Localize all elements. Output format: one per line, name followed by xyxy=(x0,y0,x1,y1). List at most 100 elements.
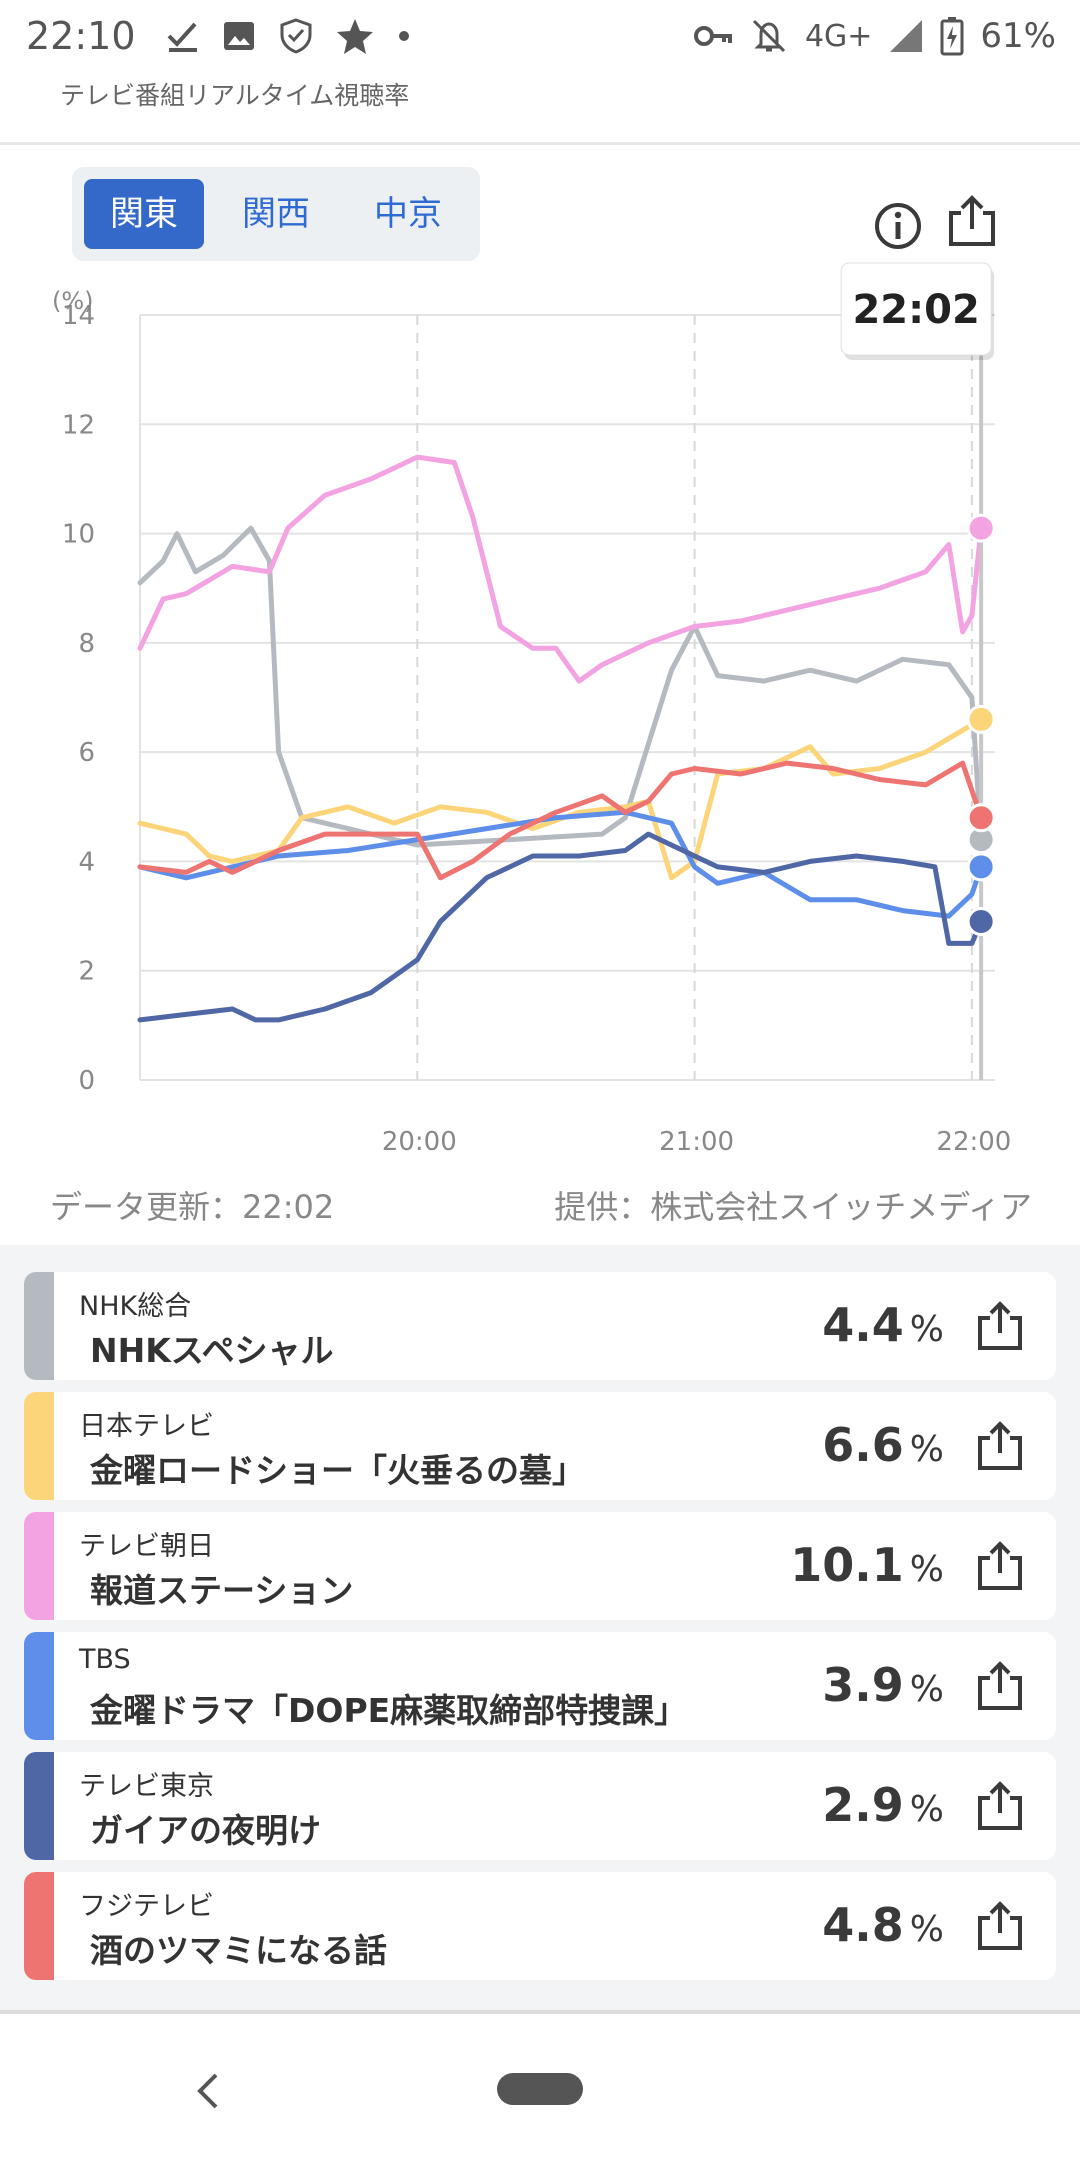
vpn-key-icon xyxy=(693,26,732,46)
rating-value: 3.9% xyxy=(822,1658,944,1712)
tooltip-box xyxy=(840,262,992,356)
y-tick-label: 14 xyxy=(62,301,95,331)
program-title: NHKスペシャル xyxy=(90,1331,334,1370)
share-icon[interactable] xyxy=(974,1780,1026,1832)
series-line xyxy=(137,454,984,684)
rating-value: 4.4% xyxy=(822,1298,944,1352)
y-tick-label: 6 xyxy=(78,738,95,768)
rating-unit: % xyxy=(909,1549,944,1590)
download-done-icon xyxy=(167,22,197,52)
series-line xyxy=(137,809,984,919)
rating-value: 2.9% xyxy=(822,1778,944,1832)
status-time: 22:10 xyxy=(26,14,136,58)
rating-number: 4.4 xyxy=(822,1298,904,1352)
ratings-line-chart[interactable]: 14 12 10 8 6 4 2 0 (%) 20:00 21:00 22:00 22:02 xyxy=(0,145,1080,1165)
status-bar: 22:10 4G+ 61% xyxy=(0,0,1080,72)
silent-bell-icon xyxy=(752,19,785,53)
series-line xyxy=(137,525,984,848)
x-tick-label: 21:00 xyxy=(659,1127,734,1157)
series-endpoint xyxy=(966,852,996,882)
share-icon[interactable] xyxy=(974,1660,1026,1712)
channel-color-bar xyxy=(24,1392,54,1500)
y-tick-label: 4 xyxy=(78,847,95,877)
shield-check-icon xyxy=(280,18,312,54)
channel-name: 日本テレビ xyxy=(79,1411,214,1442)
program-card[interactable]: テレビ東京 ガイアの夜明け 2.9% xyxy=(24,1752,1056,1860)
program-title: 金曜ドラマ「DOPE麻薬取締部特捜課」 xyxy=(90,1691,688,1730)
channel-name: テレビ東京 xyxy=(79,1771,214,1802)
program-card[interactable]: テレビ朝日報道ステーション 10.1% xyxy=(24,1512,1056,1620)
region-tab-kanto[interactable]: 関東 xyxy=(84,179,204,249)
x-tick-label: 22:00 xyxy=(936,1127,1011,1157)
data-source-label: 提供：株式会社スイッチメディア xyxy=(554,1188,1032,1226)
rating-number: 10.1 xyxy=(790,1538,904,1592)
more-dot-icon xyxy=(399,31,409,41)
rating-unit: % xyxy=(909,1309,944,1350)
y-axis-unit: (%) xyxy=(52,287,94,315)
app-header: テレビ番組リアルタイム視聴率 xyxy=(0,72,1080,145)
rating-number: 4.8 xyxy=(822,1898,904,1952)
program-card[interactable]: フジテレビ 酒のツマミになる話 4.8% xyxy=(24,1872,1056,1980)
program-card[interactable]: NHK総合 NHKスペシャル 4.4% xyxy=(24,1272,1056,1380)
home-pill[interactable] xyxy=(497,2073,583,2105)
rating-unit: % xyxy=(909,1669,944,1710)
channel-color-bar xyxy=(24,1752,54,1860)
tooltip-time: 22:02 xyxy=(852,287,979,333)
series-endpoint xyxy=(966,907,996,937)
x-tick-label: 20:00 xyxy=(382,1127,457,1157)
rating-value: 4.8% xyxy=(822,1898,944,1952)
back-icon[interactable] xyxy=(190,2069,226,2113)
channel-color-bar xyxy=(24,1272,54,1380)
star-icon xyxy=(337,19,373,54)
y-tick-label: 0 xyxy=(78,1066,95,1096)
info-icon[interactable] xyxy=(872,200,924,252)
share-icon[interactable] xyxy=(944,193,1000,249)
series-endpoint xyxy=(966,513,996,543)
program-card[interactable]: TBS 金曜ドラマ「DOPE麻薬取締部特捜課」 3.9% xyxy=(24,1632,1056,1740)
status-right: 4G+ 61% xyxy=(693,12,1056,60)
series-line xyxy=(137,831,984,1023)
y-tick-label: 10 xyxy=(62,520,95,550)
share-icon[interactable] xyxy=(974,1900,1026,1952)
share-icon[interactable] xyxy=(974,1540,1026,1592)
program-card[interactable]: 日本テレビ金曜ロードショー「火垂るの墓」 6.6% xyxy=(24,1392,1056,1500)
region-tab-kansai[interactable]: 関西 xyxy=(242,194,310,234)
region-tab-chukyo[interactable]: 中京 xyxy=(374,194,442,234)
navigation-bar xyxy=(0,2010,1080,2164)
rating-unit: % xyxy=(909,1789,944,1830)
series-endpoint xyxy=(966,803,996,833)
notification-icons xyxy=(165,12,413,60)
app-title: テレビ番組リアルタイム視聴率 xyxy=(60,81,410,110)
chart-panel: 関東 関西 中京 14 12 10 8 6 4 2 0 (%) 20:00 21:00 22:00 22… xyxy=(0,145,1080,1245)
y-tick-label: 12 xyxy=(62,410,95,440)
rating-unit: % xyxy=(909,1429,944,1470)
rating-unit: % xyxy=(909,1909,944,1950)
channel-color-bar xyxy=(24,1632,54,1740)
channel-name: テレビ朝日 xyxy=(79,1531,214,1562)
program-list: NHK総合 NHKスペシャル 4.4% 日本テレビ金曜ロードショー「火垂るの墓」 6.6… xyxy=(0,1250,1080,2005)
region-selector: 関東 関西 中京 xyxy=(72,167,480,261)
share-icon[interactable] xyxy=(974,1420,1026,1472)
channel-name: NHK総合 xyxy=(79,1291,192,1322)
program-title: 酒のツマミになる話 xyxy=(90,1931,387,1970)
data-updated-label: データ更新：22:02 xyxy=(50,1188,335,1226)
share-icon[interactable] xyxy=(974,1300,1026,1352)
program-title: 報道ステーション xyxy=(90,1571,354,1610)
rating-number: 2.9 xyxy=(822,1778,904,1832)
battery-charging-icon xyxy=(940,17,964,56)
y-tick-label: 2 xyxy=(78,957,95,987)
network-type: 4G+ xyxy=(804,18,873,54)
channel-color-bar xyxy=(24,1872,54,1980)
channel-name: TBS xyxy=(79,1644,131,1675)
rating-value: 10.1% xyxy=(790,1538,944,1592)
series-endpoint xyxy=(966,704,996,734)
program-title: 金曜ロードショー「火垂るの墓」 xyxy=(90,1451,585,1490)
rating-value: 6.6% xyxy=(822,1418,944,1472)
rating-number: 6.6 xyxy=(822,1418,904,1472)
rating-number: 3.9 xyxy=(822,1658,904,1712)
y-tick-label: 8 xyxy=(78,629,95,659)
signal-icon xyxy=(890,20,923,52)
channel-color-bar xyxy=(24,1512,54,1620)
battery-percent: 61% xyxy=(980,16,1056,56)
series-line xyxy=(137,760,984,881)
